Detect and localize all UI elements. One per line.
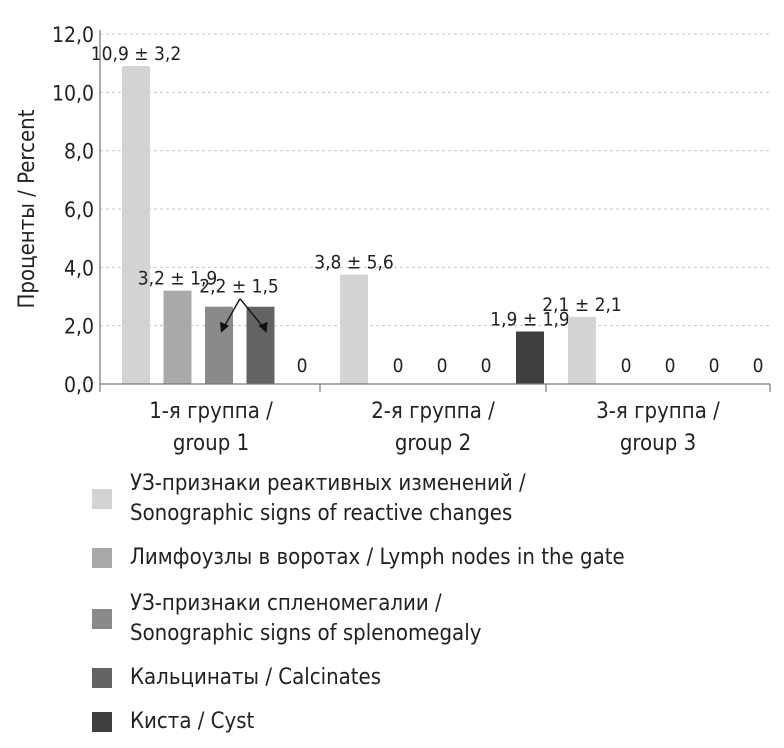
x-category-label: 1-я группа / group 1	[149, 399, 273, 456]
x-category-label-line: group 2	[395, 431, 471, 456]
legend: УЗ-признаки реактивных изменений / Sonog…	[92, 468, 772, 742]
legend-swatch-reactive	[92, 489, 112, 509]
legend-label-calcinates: Кальцинаты / Calcinates	[130, 665, 382, 690]
bar	[340, 274, 368, 384]
callout-arrowhead	[220, 321, 229, 333]
data-label: 3,2 ± 1,9	[138, 268, 218, 290]
data-label: 0	[481, 355, 492, 377]
bar	[163, 290, 192, 384]
x-category-label-line: group 1	[173, 431, 249, 456]
x-category-label-line: 3-я группа /	[596, 399, 720, 424]
x-category-label: 3-я группа / group 3	[596, 399, 720, 456]
data-label: 2,2 ± 1,5	[199, 276, 279, 298]
legend-swatch-calcinates	[92, 668, 112, 688]
legend-item-calcinates: Кальцинаты / Calcinates	[92, 658, 772, 698]
legend-item-cyst: Киста / Cyst	[92, 702, 772, 742]
y-tick-label: 12,0	[52, 23, 94, 47]
legend-label-cyst: Киста / Cyst	[130, 709, 255, 734]
data-label: 1,9 ± 1,9	[490, 309, 570, 331]
legend-item-lymph: Лимфоузлы в воротах / Lymph nodes in the…	[92, 538, 772, 578]
data-label: 0	[709, 355, 720, 377]
legend-label-splenomegaly: УЗ-признаки спленомегалии / Sonographic …	[130, 591, 482, 646]
y-tick-label: 2,0	[64, 315, 94, 339]
callout-arrow	[239, 298, 266, 330]
data-label: 0	[437, 355, 448, 377]
bar	[568, 316, 596, 384]
y-tick-label: 10,0	[52, 81, 94, 105]
x-category-label-line: 2-я группа /	[371, 399, 495, 424]
legend-item-splenomegaly: УЗ-признаки спленомегалии / Sonographic …	[92, 588, 772, 650]
x-category-label: 2-я группа / group 2	[371, 399, 495, 456]
y-tick-label: 6,0	[64, 198, 94, 222]
y-axis-label: Проценты / Percent	[15, 109, 40, 308]
bar	[122, 66, 150, 384]
legend-swatch-cyst	[92, 712, 112, 732]
data-label: 0	[297, 355, 308, 377]
bar	[246, 306, 275, 384]
data-label: 2,1 ± 2,1	[542, 294, 622, 316]
bar-chart: 0,0 2,0 4,0 6,0 8,0 10,0 12,0 Проценты / Percen…	[15, 23, 771, 456]
data-label: 0	[753, 355, 764, 377]
callout-arrow	[222, 298, 241, 330]
x-category-label-line: 1-я группа /	[149, 399, 273, 424]
y-tick-label: 0,0	[64, 373, 94, 397]
x-category-label-line: group 3	[620, 431, 696, 456]
legend-label-lymph: Лимфоузлы в воротах / Lymph nodes in the…	[130, 545, 625, 570]
legend-label-reactive: УЗ-признаки реактивных изменений / Sonog…	[130, 471, 526, 526]
legend-item-reactive: УЗ-признаки реактивных изменений / Sonog…	[92, 468, 772, 530]
y-tick-label: 4,0	[64, 256, 94, 280]
legend-swatch-lymph	[92, 548, 112, 568]
data-label: 3,8 ± 5,6	[314, 252, 394, 274]
bar	[516, 331, 544, 384]
data-label: 0	[393, 355, 404, 377]
callout-arrowhead	[258, 321, 268, 333]
data-label: 0	[621, 355, 632, 377]
y-tick-label: 8,0	[64, 140, 94, 164]
data-label: 0	[665, 355, 676, 377]
data-label: 10,9 ± 3,2	[91, 43, 181, 65]
legend-swatch-splenomegaly	[92, 609, 112, 629]
